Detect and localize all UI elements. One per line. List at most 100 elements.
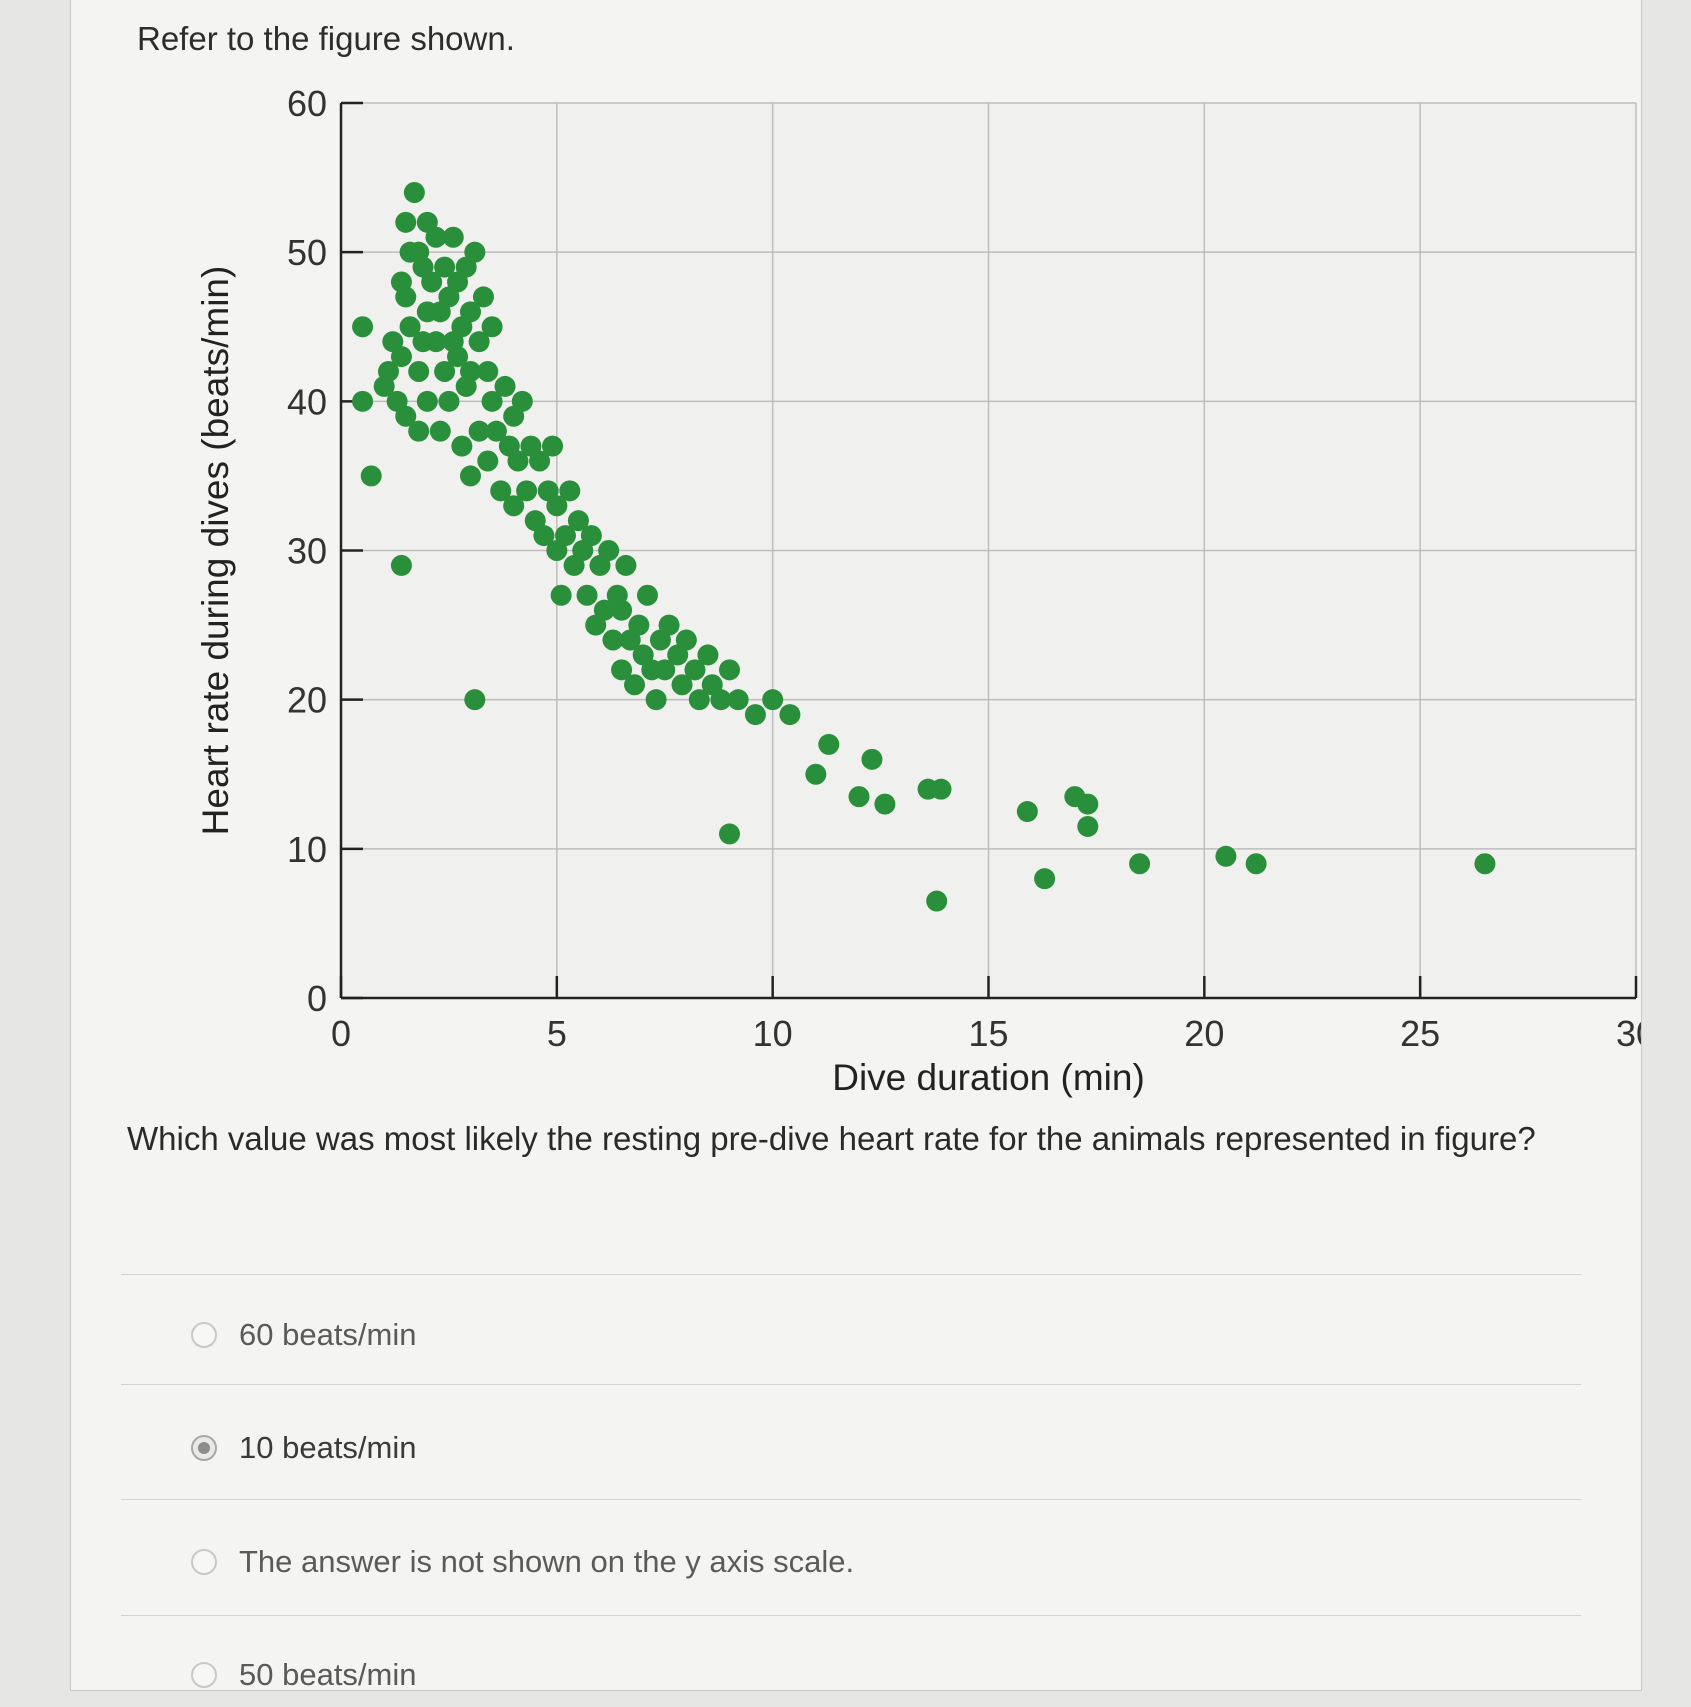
data-point xyxy=(529,450,551,472)
data-point xyxy=(494,375,516,397)
data-point xyxy=(416,390,438,412)
radio-button[interactable] xyxy=(191,1662,217,1688)
data-point xyxy=(1077,793,1099,815)
data-point xyxy=(434,256,456,278)
scatter-chart: 0 10 20 30 40 50 60 0 5 10 15 20 25 30 Dive duration (… xyxy=(195,83,1642,1098)
data-point xyxy=(874,793,896,815)
data-point xyxy=(567,510,589,532)
data-point xyxy=(576,584,598,606)
data-point xyxy=(818,733,840,755)
y-axis-title: Heart rate during dives (beats/min) xyxy=(195,266,236,836)
data-point xyxy=(408,420,430,442)
data-point xyxy=(395,286,417,308)
data-point xyxy=(559,480,581,502)
radio-button[interactable] xyxy=(191,1322,217,1348)
data-point xyxy=(930,778,952,800)
x-axis-title: Dive duration (min) xyxy=(832,1057,1145,1098)
data-point xyxy=(442,226,464,248)
data-point xyxy=(1077,815,1099,837)
x-tick-label: 30 xyxy=(1616,1013,1642,1054)
y-tick-label: 0 xyxy=(307,978,327,1019)
data-point xyxy=(926,890,948,912)
data-point xyxy=(503,495,525,517)
data-point xyxy=(762,689,784,711)
data-point xyxy=(472,286,494,308)
data-point xyxy=(636,584,658,606)
data-point xyxy=(779,704,801,726)
data-point xyxy=(611,599,633,621)
option-not-shown[interactable]: The answer is not shown on the y axis sc… xyxy=(191,1532,854,1592)
data-point xyxy=(403,182,425,203)
y-tick-label: 30 xyxy=(287,531,327,572)
data-point xyxy=(1215,845,1237,867)
data-point xyxy=(671,674,693,696)
option-label: 10 beats/min xyxy=(239,1430,417,1465)
data-point xyxy=(425,331,447,353)
data-point xyxy=(460,361,481,382)
prompt-text: Refer to the figure shown. xyxy=(137,20,515,57)
data-point xyxy=(542,435,564,457)
data-point xyxy=(805,763,827,785)
data-point xyxy=(628,614,650,636)
data-point xyxy=(710,689,732,711)
data-point xyxy=(848,786,870,808)
data-point xyxy=(447,346,469,368)
x-tick-label: 25 xyxy=(1400,1013,1440,1054)
data-point xyxy=(477,361,499,382)
data-point xyxy=(464,241,486,263)
data-point xyxy=(434,361,456,382)
data-point xyxy=(615,554,637,576)
data-point xyxy=(861,748,883,770)
data-point xyxy=(377,361,399,382)
option-60[interactable]: 60 beats/min xyxy=(191,1305,417,1365)
data-point xyxy=(1245,853,1267,875)
figure-credit: After D. Thompson and M. A. Fedak. 1993.… xyxy=(1638,207,1642,894)
option-label: The answer is not shown on the y axis sc… xyxy=(239,1544,855,1579)
option-50[interactable]: 50 beats/min xyxy=(191,1645,417,1691)
data-point xyxy=(1034,868,1056,890)
y-tick-label: 60 xyxy=(287,83,327,124)
y-tick-label: 40 xyxy=(287,381,327,422)
data-point xyxy=(516,480,538,502)
data-point xyxy=(654,659,676,681)
data-point xyxy=(645,689,667,711)
data-point xyxy=(1474,853,1496,875)
data-point xyxy=(429,420,451,442)
data-point xyxy=(719,823,740,845)
divider xyxy=(121,1274,1581,1275)
data-point xyxy=(360,465,382,487)
data-point xyxy=(658,614,680,636)
data-point xyxy=(460,301,481,323)
option-10[interactable]: 10 beats/min xyxy=(191,1418,417,1478)
question-text: Which value was most likely the resting … xyxy=(127,1120,1536,1157)
data-point xyxy=(481,316,503,338)
divider xyxy=(121,1615,1581,1616)
radio-button[interactable] xyxy=(191,1549,217,1575)
option-label: 50 beats/min xyxy=(239,1657,417,1691)
data-point xyxy=(546,495,568,517)
data-point xyxy=(511,390,533,412)
x-tick-label: 20 xyxy=(1184,1013,1224,1054)
x-tick-label: 10 xyxy=(753,1013,793,1054)
x-tick-label: 15 xyxy=(968,1013,1008,1054)
data-point xyxy=(675,629,697,651)
data-point xyxy=(684,659,706,681)
data-point xyxy=(485,420,507,442)
y-tick-label: 20 xyxy=(287,680,327,721)
data-point xyxy=(602,629,624,651)
data-point xyxy=(395,405,417,427)
data-point xyxy=(719,659,740,681)
data-point xyxy=(490,480,512,502)
data-point xyxy=(507,450,529,472)
question-card: Refer to the figure shown. 0 10 20 30 40 50 60… xyxy=(70,0,1642,1691)
data-point xyxy=(1129,853,1151,875)
data-point xyxy=(611,659,633,681)
y-tick-label: 10 xyxy=(287,829,327,870)
data-point xyxy=(352,390,374,412)
data-point xyxy=(451,435,473,457)
data-point xyxy=(438,390,460,412)
data-point xyxy=(395,211,417,233)
data-point xyxy=(697,644,719,666)
data-point xyxy=(727,689,749,711)
radio-button-selected[interactable] xyxy=(191,1435,217,1461)
